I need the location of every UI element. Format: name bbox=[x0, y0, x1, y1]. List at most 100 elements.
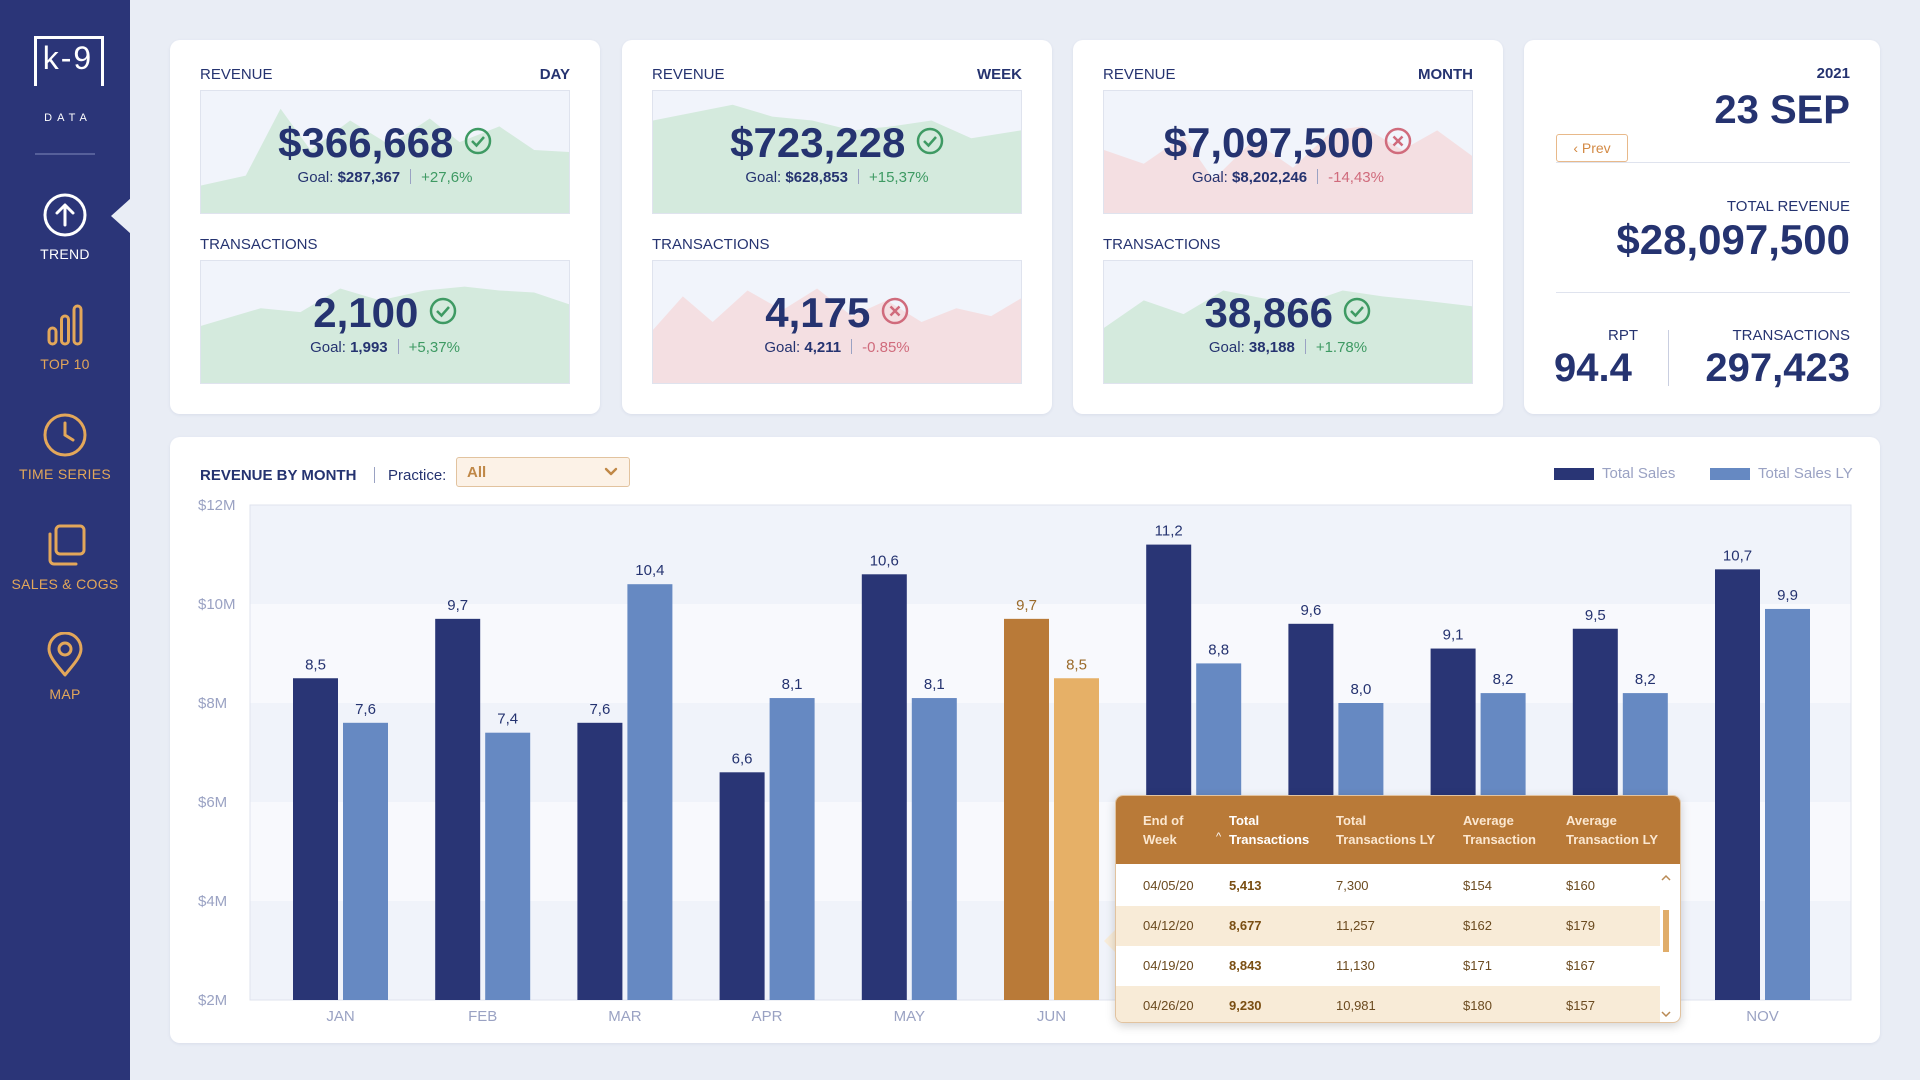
kpi-header: TRANSACTIONS bbox=[1103, 236, 1473, 253]
x-tick-label: MAY bbox=[894, 1008, 925, 1025]
table-cell: $171 bbox=[1463, 958, 1492, 973]
table-cell: 04/19/20 bbox=[1143, 958, 1194, 973]
transactions-kpi-box: 38,866 Goal: 38,188 +1.78% bbox=[1103, 260, 1473, 384]
data-label: 8,2 bbox=[1493, 671, 1514, 688]
goal-percent: +27,6% bbox=[421, 169, 473, 186]
sidebar-item-label: TREND bbox=[40, 246, 90, 262]
data-label: 11,2 bbox=[1155, 523, 1183, 540]
prev-button[interactable]: ‹ Prev bbox=[1556, 134, 1628, 162]
kpi-header: REVENUE DAY bbox=[200, 66, 570, 83]
column-header-average-transaction[interactable]: Average Transaction bbox=[1463, 813, 1536, 847]
revenue-value: $723,228 bbox=[730, 119, 906, 166]
goal-percent: -0.85% bbox=[862, 339, 910, 356]
revenue-kpi-box: $366,668 Goal: $287,367 +27,6% bbox=[200, 90, 570, 214]
goal-value: $8,202,246 bbox=[1232, 169, 1308, 186]
data-label: 10,4 bbox=[635, 562, 664, 579]
table-row[interactable]: 04/05/20 5,413 7,300 $154 $160 bbox=[1116, 866, 1660, 906]
bar-total-sales bbox=[719, 772, 765, 1000]
data-label: 8,2 bbox=[1635, 671, 1656, 688]
sparkline-area bbox=[201, 286, 569, 383]
prev-button-label: Prev bbox=[1581, 140, 1611, 156]
table-cell: 11,257 bbox=[1336, 918, 1375, 933]
logo: k-9 bbox=[42, 40, 94, 76]
data-label: 8,5 bbox=[305, 656, 326, 673]
kpi-header: TRANSACTIONS bbox=[200, 236, 570, 253]
goal-line: Goal: 4,211 -0.85% bbox=[653, 339, 1021, 356]
chevron-down-icon bbox=[604, 467, 618, 476]
total-revenue-label: TOTAL REVENUE bbox=[1726, 198, 1850, 215]
bar-total-sales-ly bbox=[485, 732, 531, 1000]
table-cell: $160 bbox=[1566, 878, 1595, 893]
sidebar-item-top-10[interactable]: TOP 10 bbox=[0, 302, 130, 372]
divider bbox=[1556, 162, 1850, 163]
bar-total-sales-ly bbox=[627, 584, 673, 1000]
table-row[interactable]: 04/19/20 8,843 11,130 $171 $167 bbox=[1116, 946, 1660, 986]
sort-ascending-icon: ^ bbox=[1216, 831, 1222, 843]
transactions-value: 4,175 bbox=[765, 289, 871, 336]
y-tick-label: $12M bbox=[198, 497, 236, 514]
data-label: 9,6 bbox=[1300, 602, 1321, 619]
weekly-detail-tooltip: End of Week Total Transactions ^ Total T… bbox=[1115, 795, 1681, 1023]
revenue-label: REVENUE bbox=[1103, 66, 1176, 83]
legend-swatch bbox=[1710, 468, 1750, 481]
revenue-value: $7,097,500 bbox=[1163, 119, 1374, 166]
plot-frame bbox=[249, 504, 1852, 1001]
sparkline-area bbox=[653, 104, 1021, 213]
column-header-total-transactions-ly[interactable]: Total Transactions LY bbox=[1336, 813, 1436, 847]
sparkline-area bbox=[1104, 290, 1472, 383]
goal-value: 4,211 bbox=[804, 339, 842, 356]
transactions-label: TRANSACTIONS bbox=[200, 236, 318, 253]
bar-total-sales bbox=[435, 618, 481, 1000]
column-header-end-of-week[interactable]: End of Week bbox=[1143, 813, 1184, 847]
data-label: 9,1 bbox=[1443, 627, 1464, 644]
x-circle-icon bbox=[1384, 127, 1412, 160]
sidebar-item-label: MAP bbox=[49, 686, 81, 702]
data-label: 9,9 bbox=[1777, 587, 1798, 604]
date-label: 23 SEP bbox=[1714, 88, 1850, 132]
bar-chart-icon bbox=[47, 304, 83, 346]
goal-label: Goal: bbox=[764, 339, 801, 356]
data-label: 8,1 bbox=[782, 676, 803, 693]
transactions-value: 2,100 bbox=[313, 289, 419, 336]
practice-select-value: All bbox=[467, 464, 487, 481]
rpt-value: 94.4 bbox=[1554, 346, 1632, 390]
year-label: 2021 bbox=[1816, 65, 1850, 82]
goal-percent: -14,43% bbox=[1328, 169, 1384, 186]
sidebar-item-trend[interactable]: TREND bbox=[0, 192, 130, 262]
table-cell: $180 bbox=[1463, 998, 1492, 1013]
goal-value: 38,188 bbox=[1248, 339, 1295, 356]
revenue-label: REVENUE bbox=[200, 66, 273, 83]
table-row[interactable]: 04/12/20 8,677 11,257 $162 $179 bbox=[1116, 906, 1660, 946]
data-label: 8,0 bbox=[1350, 681, 1371, 698]
bar-total-sales bbox=[293, 678, 338, 1000]
goal-line: Goal: 1,993 +5,37% bbox=[201, 339, 569, 356]
practice-label: Practice: bbox=[388, 467, 447, 484]
sidebar-item-time-series[interactable]: TIME SERIES bbox=[0, 412, 130, 482]
x-tick-label: APR bbox=[752, 1008, 783, 1025]
column-header-total-transactions[interactable]: Total Transactions bbox=[1229, 813, 1310, 847]
sparkline-area bbox=[1104, 126, 1472, 213]
sidebar-item-sales-cogs[interactable]: SALES & COGS bbox=[0, 522, 130, 592]
column-header-average-transaction-ly[interactable]: Average Transaction LY bbox=[1566, 813, 1658, 847]
tooltip-scrollbar[interactable] bbox=[1658, 872, 1674, 1020]
table-cell: 04/05/20 bbox=[1143, 878, 1194, 893]
data-label: 10,6 bbox=[870, 552, 899, 569]
table-cell: 04/26/20 bbox=[1143, 998, 1194, 1013]
revenue-kpi-box: $7,097,500 Goal: $8,202,246 -14,43% bbox=[1103, 90, 1473, 214]
summary-card: ‹ Prev 2021 23 SEP TOTAL REVENUE $28,097… bbox=[1524, 40, 1880, 414]
bar-total-sales-ly bbox=[1054, 678, 1099, 1000]
goal-label: Goal: bbox=[310, 339, 346, 356]
data-label: 8,5 bbox=[1066, 656, 1087, 673]
total-revenue-value: $28,097,500 bbox=[1616, 216, 1850, 263]
bar-total-sales-ly bbox=[911, 698, 957, 1000]
data-label: 9,7 bbox=[447, 597, 468, 614]
bar-total-sales bbox=[861, 574, 907, 1000]
transactions-label: TRANSACTIONS bbox=[1732, 327, 1850, 344]
period-label: DAY bbox=[539, 66, 570, 83]
sidebar-item-map[interactable]: MAP bbox=[0, 632, 130, 702]
goal-line: Goal: 38,188 +1.78% bbox=[1104, 339, 1472, 356]
practice-select[interactable]: All bbox=[456, 457, 630, 487]
table-row[interactable]: 04/26/20 9,230 10,981 $180 $157 bbox=[1116, 986, 1660, 1022]
sidebar-item-label: SALES & COGS bbox=[11, 576, 119, 592]
